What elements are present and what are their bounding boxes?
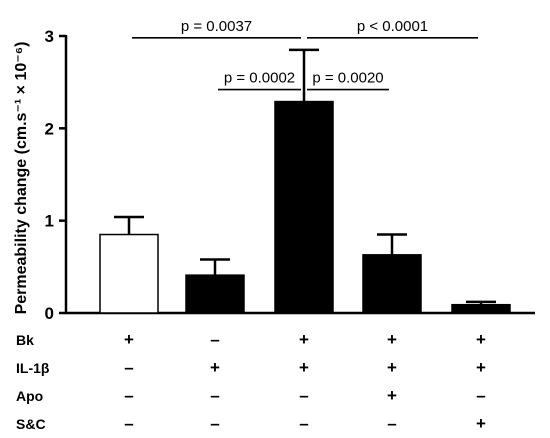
bar bbox=[451, 303, 511, 314]
plus-sign: + bbox=[387, 330, 397, 349]
bar bbox=[274, 100, 334, 314]
minus-sign: – bbox=[387, 414, 396, 433]
error-bar bbox=[289, 48, 319, 102]
plus-sign: + bbox=[299, 330, 309, 349]
treatment-row-label: Bk bbox=[16, 332, 34, 348]
treatment-row-label: IL-1β bbox=[16, 360, 50, 376]
minus-sign: – bbox=[476, 386, 485, 405]
plus-sign: + bbox=[476, 330, 486, 349]
minus-sign: – bbox=[124, 386, 133, 405]
plus-sign: + bbox=[387, 358, 397, 377]
plus-sign: + bbox=[210, 358, 220, 377]
y-axis-label: Permeability change (cm.s⁻¹ × 10⁻⁶) bbox=[13, 42, 30, 315]
error-bar bbox=[466, 300, 496, 305]
bar bbox=[99, 233, 159, 314]
minus-sign: – bbox=[124, 358, 133, 377]
bar bbox=[362, 254, 422, 314]
p-value-label: p = 0.0002 bbox=[224, 70, 295, 87]
minus-sign: – bbox=[124, 414, 133, 433]
plus-sign: + bbox=[476, 358, 486, 377]
plus-sign: + bbox=[387, 386, 397, 405]
significance-brackets: p = 0.0037 p < 0.0001 p = 0.0002 p = 0.0020 bbox=[132, 18, 478, 91]
bar bbox=[185, 274, 245, 314]
y-tick-label: 3 bbox=[45, 27, 54, 46]
plus-sign: + bbox=[299, 358, 309, 377]
minus-sign: – bbox=[299, 414, 308, 433]
p-value-label: p = 0.0020 bbox=[312, 70, 383, 87]
plus-sign: + bbox=[476, 414, 486, 433]
minus-sign: – bbox=[299, 386, 308, 405]
error-bar bbox=[114, 215, 144, 235]
error-bar bbox=[200, 258, 230, 276]
y-tick-label: 0 bbox=[45, 304, 54, 323]
treatment-table: Bk + – + + + IL-1β – + + + + Apo – – – + – S&C – – – – + bbox=[16, 330, 486, 433]
minus-sign: – bbox=[210, 330, 219, 349]
p-value-label: p = 0.0037 bbox=[181, 18, 252, 35]
bars bbox=[99, 48, 511, 314]
treatment-row-label: S&C bbox=[16, 416, 46, 432]
y-tick-label: 2 bbox=[45, 119, 54, 138]
p-value-label: p < 0.0001 bbox=[357, 18, 428, 35]
plus-sign: + bbox=[124, 330, 134, 349]
error-bar bbox=[377, 233, 407, 255]
minus-sign: – bbox=[210, 414, 219, 433]
minus-sign: – bbox=[210, 386, 219, 405]
y-tick-label: 1 bbox=[45, 212, 54, 231]
treatment-row-label: Apo bbox=[16, 388, 43, 404]
